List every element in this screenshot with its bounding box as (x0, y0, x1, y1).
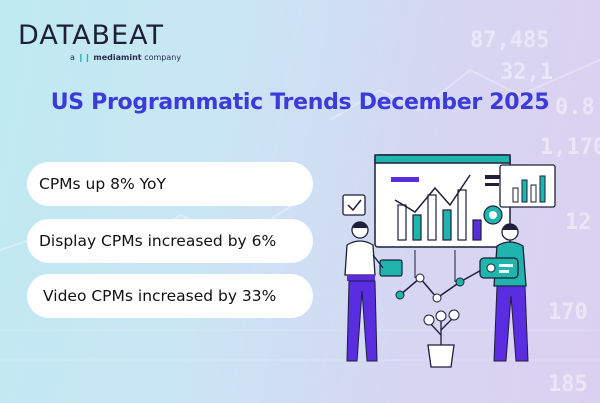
tagline-suffix: company (144, 53, 182, 62)
tagline-prefix: a (70, 53, 75, 62)
brand-name: DATABEAT (18, 20, 165, 51)
page-title: US Programmatic Trends December 2025 (50, 90, 550, 115)
checkmark-icon (342, 194, 366, 216)
highlight-pill: Display CPMs increased by 6% (27, 219, 313, 263)
mediamint-icon: ❙❙ (77, 53, 91, 62)
tagline-brand: mediamint (93, 53, 142, 62)
brand-logo: DATABEAT a ❙❙ mediamint company (18, 22, 181, 62)
background-number: 87,485 (470, 28, 550, 53)
background-number: 170 (548, 300, 588, 325)
highlight-text: CPMs up 8% YoY (39, 175, 167, 193)
background-number: 0.8 (555, 95, 595, 120)
background-number: 1,170 (540, 135, 600, 160)
background-number: 185 (548, 372, 588, 397)
highlight-text: Video CPMs increased by 33% (43, 287, 277, 305)
highlight-pill: CPMs up 8% YoY (27, 162, 313, 206)
background-number: 32,1 (500, 60, 553, 85)
background-number: 12 (565, 210, 592, 235)
plant-icon (423, 309, 460, 368)
dashboard-board-icon (374, 154, 511, 248)
analytics-illustration (342, 154, 556, 368)
person-man-icon (479, 223, 529, 362)
person-woman-icon (344, 221, 403, 362)
highlight-text: Display CPMs increased by 6% (39, 232, 277, 250)
highlight-pill: Video CPMs increased by 33% (27, 274, 313, 318)
growth-line-icon (395, 250, 486, 303)
mini-bar-chart-icon (499, 164, 556, 208)
brand-tagline: a ❙❙ mediamint company (70, 53, 181, 62)
